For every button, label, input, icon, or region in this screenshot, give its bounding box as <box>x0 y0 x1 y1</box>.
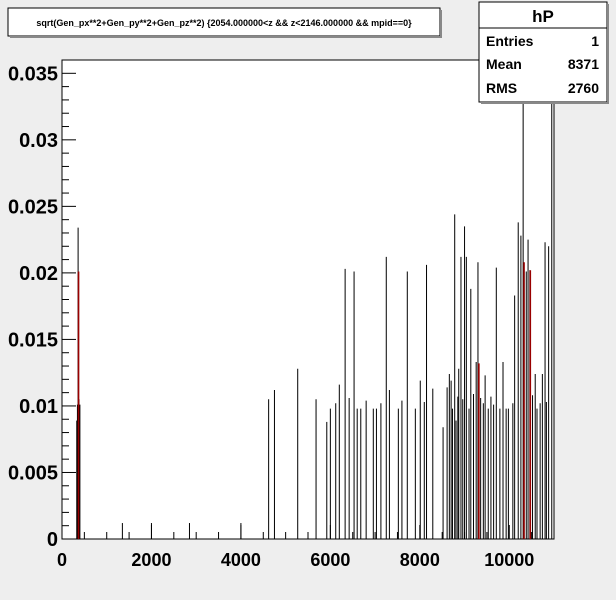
x-tick-label: 4000 <box>221 550 261 570</box>
y-tick-label: 0.005 <box>8 462 58 484</box>
stats-entries-label: Entries <box>486 33 534 49</box>
histogram-bars <box>76 60 553 539</box>
stats-mean-label: Mean <box>486 56 522 72</box>
x-tick-label: 2000 <box>131 550 171 570</box>
stats-box: hP Entries 1 Mean 8371 RMS 2760 <box>478 1 609 104</box>
stats-rms-label: RMS <box>486 80 517 96</box>
y-tick-label: 0.035 <box>8 63 58 85</box>
x-tick-label: 0 <box>57 550 67 570</box>
stats-mean-value: 8371 <box>568 56 599 72</box>
stats-title: hP <box>532 7 554 26</box>
x-tick-label: 6000 <box>310 550 350 570</box>
stats-rms-value: 2760 <box>568 80 599 96</box>
y-tick-label: 0.02 <box>19 263 58 285</box>
stats-entries-value: 1 <box>591 33 599 49</box>
x-axis: 0 2000 4000 6000 8000 10000 <box>57 525 555 570</box>
x-tick-label: 8000 <box>400 550 440 570</box>
y-tick-label: 0.01 <box>19 396 58 418</box>
y-tick-label: 0 <box>47 529 58 551</box>
y-tick-label: 0.03 <box>19 130 58 152</box>
x-tick-label: 10000 <box>484 550 534 570</box>
y-tick-label: 0.015 <box>8 329 58 351</box>
title-box: sqrt(Gen_px**2+Gen_py**2+Gen_pz**2) {205… <box>7 7 442 38</box>
y-tick-label: 0.025 <box>8 196 58 218</box>
plot-title: sqrt(Gen_px**2+Gen_py**2+Gen_pz**2) {205… <box>36 18 412 28</box>
y-axis: 0 0.005 0.01 0.015 0.02 0.025 0.03 0.035 <box>8 63 76 551</box>
plot-area <box>61 59 555 540</box>
